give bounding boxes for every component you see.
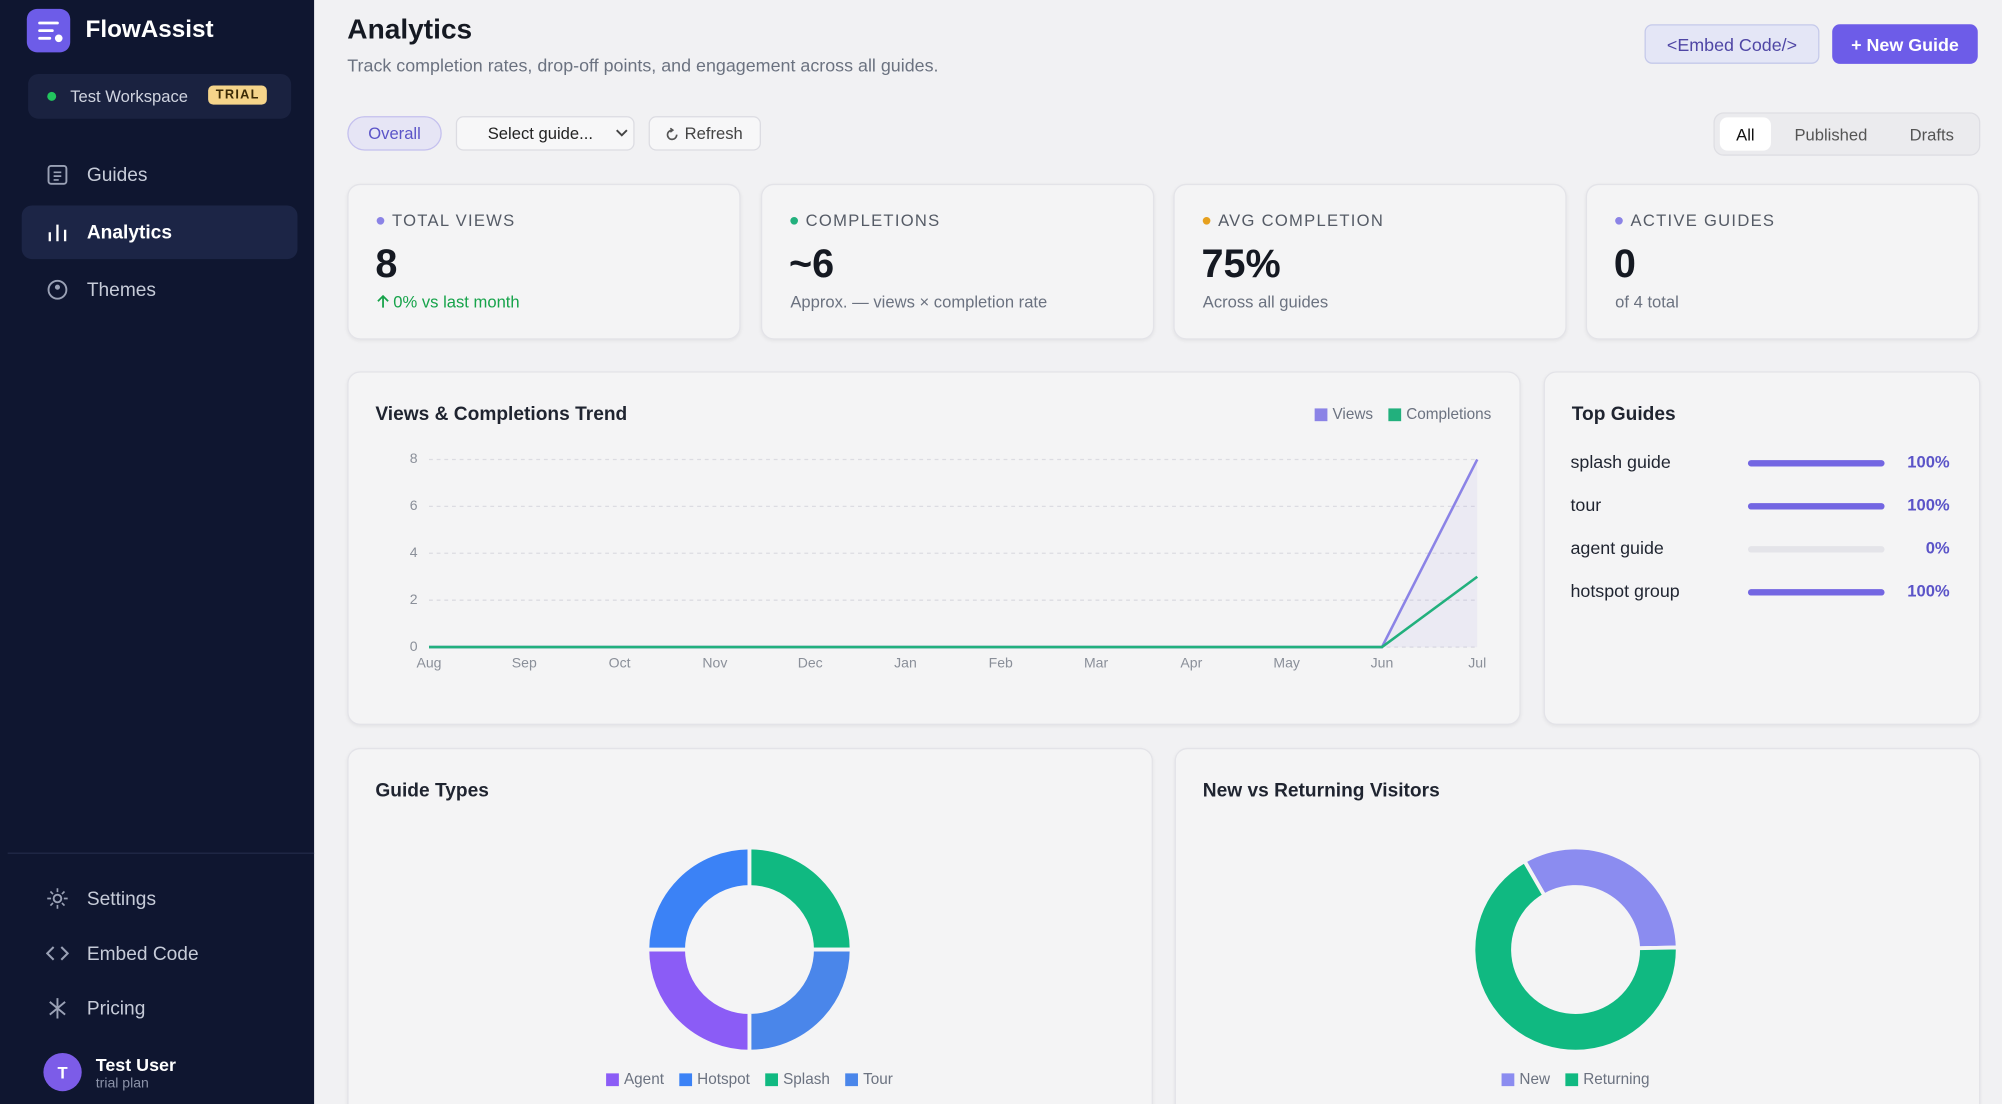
stat-note: 0% vs last month [393, 292, 520, 312]
chart-title: Top Guides [1571, 403, 1676, 426]
nav-icon [47, 164, 68, 185]
nav-icon [45, 946, 69, 961]
stat-card: ACTIVE GUIDES 0 of 4 total [1585, 183, 1980, 340]
select-label: Select guide... [487, 123, 593, 143]
user-plan: trial plan [95, 1075, 149, 1092]
status-filter: All Published Drafts [1713, 112, 1981, 156]
avatar[interactable]: T [43, 1052, 82, 1092]
chart-title: Views & Completions Trend [375, 403, 628, 426]
trial-badge: TRIAL [208, 85, 268, 105]
filter-published[interactable]: Published [1794, 124, 1868, 144]
nav-icon [47, 888, 68, 909]
stat-value: 75% [1201, 241, 1281, 286]
nav-label: Guides [86, 164, 148, 186]
stat-value: ~6 [789, 241, 835, 286]
chart-title: Guide Types [375, 779, 489, 802]
stat-dot [1202, 216, 1211, 225]
top-guides-card: Top Guides [1543, 371, 1981, 725]
nav-label: Embed Code [86, 942, 199, 965]
nav-item[interactable]: Guides [22, 148, 298, 202]
refresh-label: Refresh [684, 123, 743, 143]
page-title: Analytics [347, 12, 473, 45]
nav-label: Settings [86, 887, 157, 910]
guide-select[interactable]: Select guide... [455, 116, 635, 151]
brand: FlowAssist [85, 16, 214, 44]
stat-label: COMPLETIONS [805, 210, 941, 230]
logo [26, 8, 71, 53]
stat-label: TOTAL VIEWS [391, 210, 516, 230]
filter-drafts[interactable]: Drafts [1909, 124, 1954, 144]
stat-note: of 4 total [1615, 292, 1679, 312]
stat-label: ACTIVE GUIDES [1630, 210, 1776, 230]
nav-icon [49, 998, 66, 1019]
stat-card: AVG COMPLETION 75% Across all guides [1173, 183, 1567, 340]
refresh-icon [666, 127, 678, 141]
trend-card: Views & Completions Trend [347, 371, 1521, 725]
nav-item[interactable]: Pricing [22, 981, 298, 1035]
nav-icon [47, 279, 68, 300]
guide-types-card: Guide Types [347, 747, 1153, 1104]
new-guide-button[interactable]: + New Guide [1832, 24, 1978, 64]
nav-icon [48, 224, 67, 242]
nav-label: Pricing [86, 997, 146, 1020]
stat-dot [1615, 216, 1623, 225]
filter-all[interactable]: All [1719, 117, 1771, 151]
status-dot [47, 91, 57, 101]
nav-item[interactable]: Embed Code [22, 927, 298, 981]
chevron [616, 129, 628, 137]
chart-title: New vs Returning Visitors [1202, 779, 1440, 802]
embed-code-button[interactable]: <Embed Code/> [1644, 24, 1820, 64]
stat-card: COMPLETIONS ~6 Approx. — views × complet… [760, 183, 1155, 340]
nav-item[interactable]: Analytics [21, 205, 298, 260]
workspace[interactable]: Test Workspace TRIAL [28, 74, 292, 119]
user-name: Test User [95, 1054, 176, 1075]
nav-item[interactable]: Settings [22, 872, 298, 926]
nav-item[interactable]: Themes [22, 263, 298, 317]
stat-note: Across all guides [1202, 292, 1329, 312]
overall-tab[interactable]: Overall [347, 116, 442, 151]
stat-note: Approx. — views × completion rate [790, 292, 1048, 312]
divider [7, 852, 315, 854]
stat-value: 0 [1613, 241, 1636, 286]
refresh-button[interactable]: Refresh [648, 116, 761, 151]
stat-card: TOTAL VIEWS 8 0% vs last month [347, 183, 741, 340]
workspace-name: Test Workspace [70, 86, 189, 106]
visitors-card: New vs Returning Visitors [1174, 747, 1981, 1104]
up-arrow [377, 294, 389, 308]
nav-label: Themes [86, 278, 157, 301]
nav-label: Analytics [86, 221, 172, 244]
sidebar: FlowAssist Test Workspace TRIAL Guides A… [0, 0, 315, 1104]
stat-label: AVG COMPLETION [1218, 210, 1385, 230]
stat-dot [790, 216, 798, 225]
logo-icon [38, 21, 63, 43]
stat-dot [376, 216, 385, 225]
stat-value: 8 [375, 241, 398, 286]
page-subtitle: Track completion rates, drop-off points,… [347, 54, 939, 76]
